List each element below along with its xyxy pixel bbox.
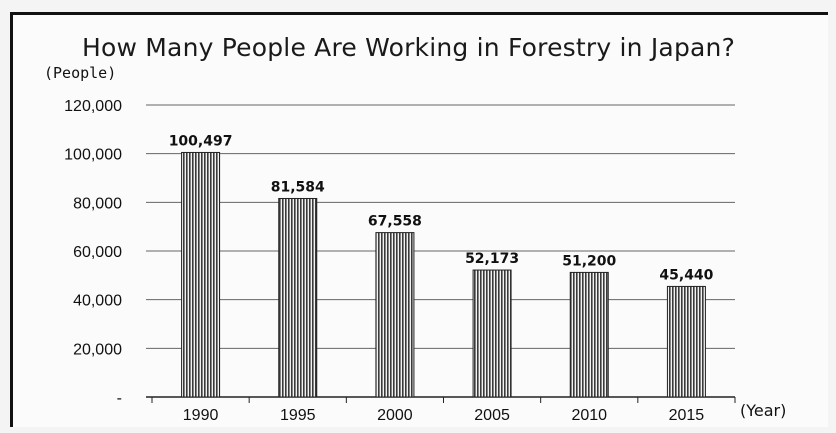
x-tick-label-2015: 2015 <box>669 407 705 424</box>
x-tick-label-1995: 1995 <box>280 407 316 424</box>
x-tick-label-2000: 2000 <box>377 407 413 424</box>
chart-title: How Many People Are Working in Forestry … <box>82 33 736 62</box>
data-label-2015: 45,440 <box>659 267 713 283</box>
x-tick-label-1990: 1990 <box>183 407 219 424</box>
y-tick-label: 60,000 <box>73 244 122 261</box>
y-axis-ticks: - 20,000 40,000 60,000 80,000 100,000 120,000 <box>64 98 122 407</box>
bar-2000 <box>375 232 415 398</box>
y-tick-label: 100,000 <box>64 147 122 164</box>
bar-layer <box>181 151 706 398</box>
data-label-2000: 67,558 <box>368 214 422 230</box>
bar-2010 <box>569 271 609 398</box>
y-tick-label: - <box>117 390 122 407</box>
y-tick-label: 20,000 <box>73 341 122 358</box>
y-axis-unit-label: (People) <box>44 64 117 82</box>
bar-1990 <box>181 151 221 398</box>
data-label-1990: 100,497 <box>169 133 233 149</box>
x-tick-label-2010: 2010 <box>571 407 607 424</box>
data-label-1995: 81,584 <box>271 179 325 195</box>
data-label-layer: 100,497 81,584 67,558 52,173 51,200 45,440 <box>169 133 714 283</box>
x-axis-unit-label: (Year) <box>740 401 787 420</box>
data-label-2010: 51,200 <box>562 253 616 269</box>
x-axis-ticks: 1990 1995 2000 2005 2010 2015 <box>151 397 736 424</box>
y-tick-label: 120,000 <box>64 98 122 115</box>
bar-2005 <box>472 269 512 398</box>
data-label-2005: 52,173 <box>465 251 519 267</box>
bar-2015 <box>666 285 706 398</box>
grid-layer <box>146 104 735 398</box>
bar-1995 <box>278 197 318 398</box>
y-tick-label: 40,000 <box>73 293 122 310</box>
y-tick-label: 80,000 <box>73 195 122 212</box>
x-tick-label-2005: 2005 <box>474 407 510 424</box>
